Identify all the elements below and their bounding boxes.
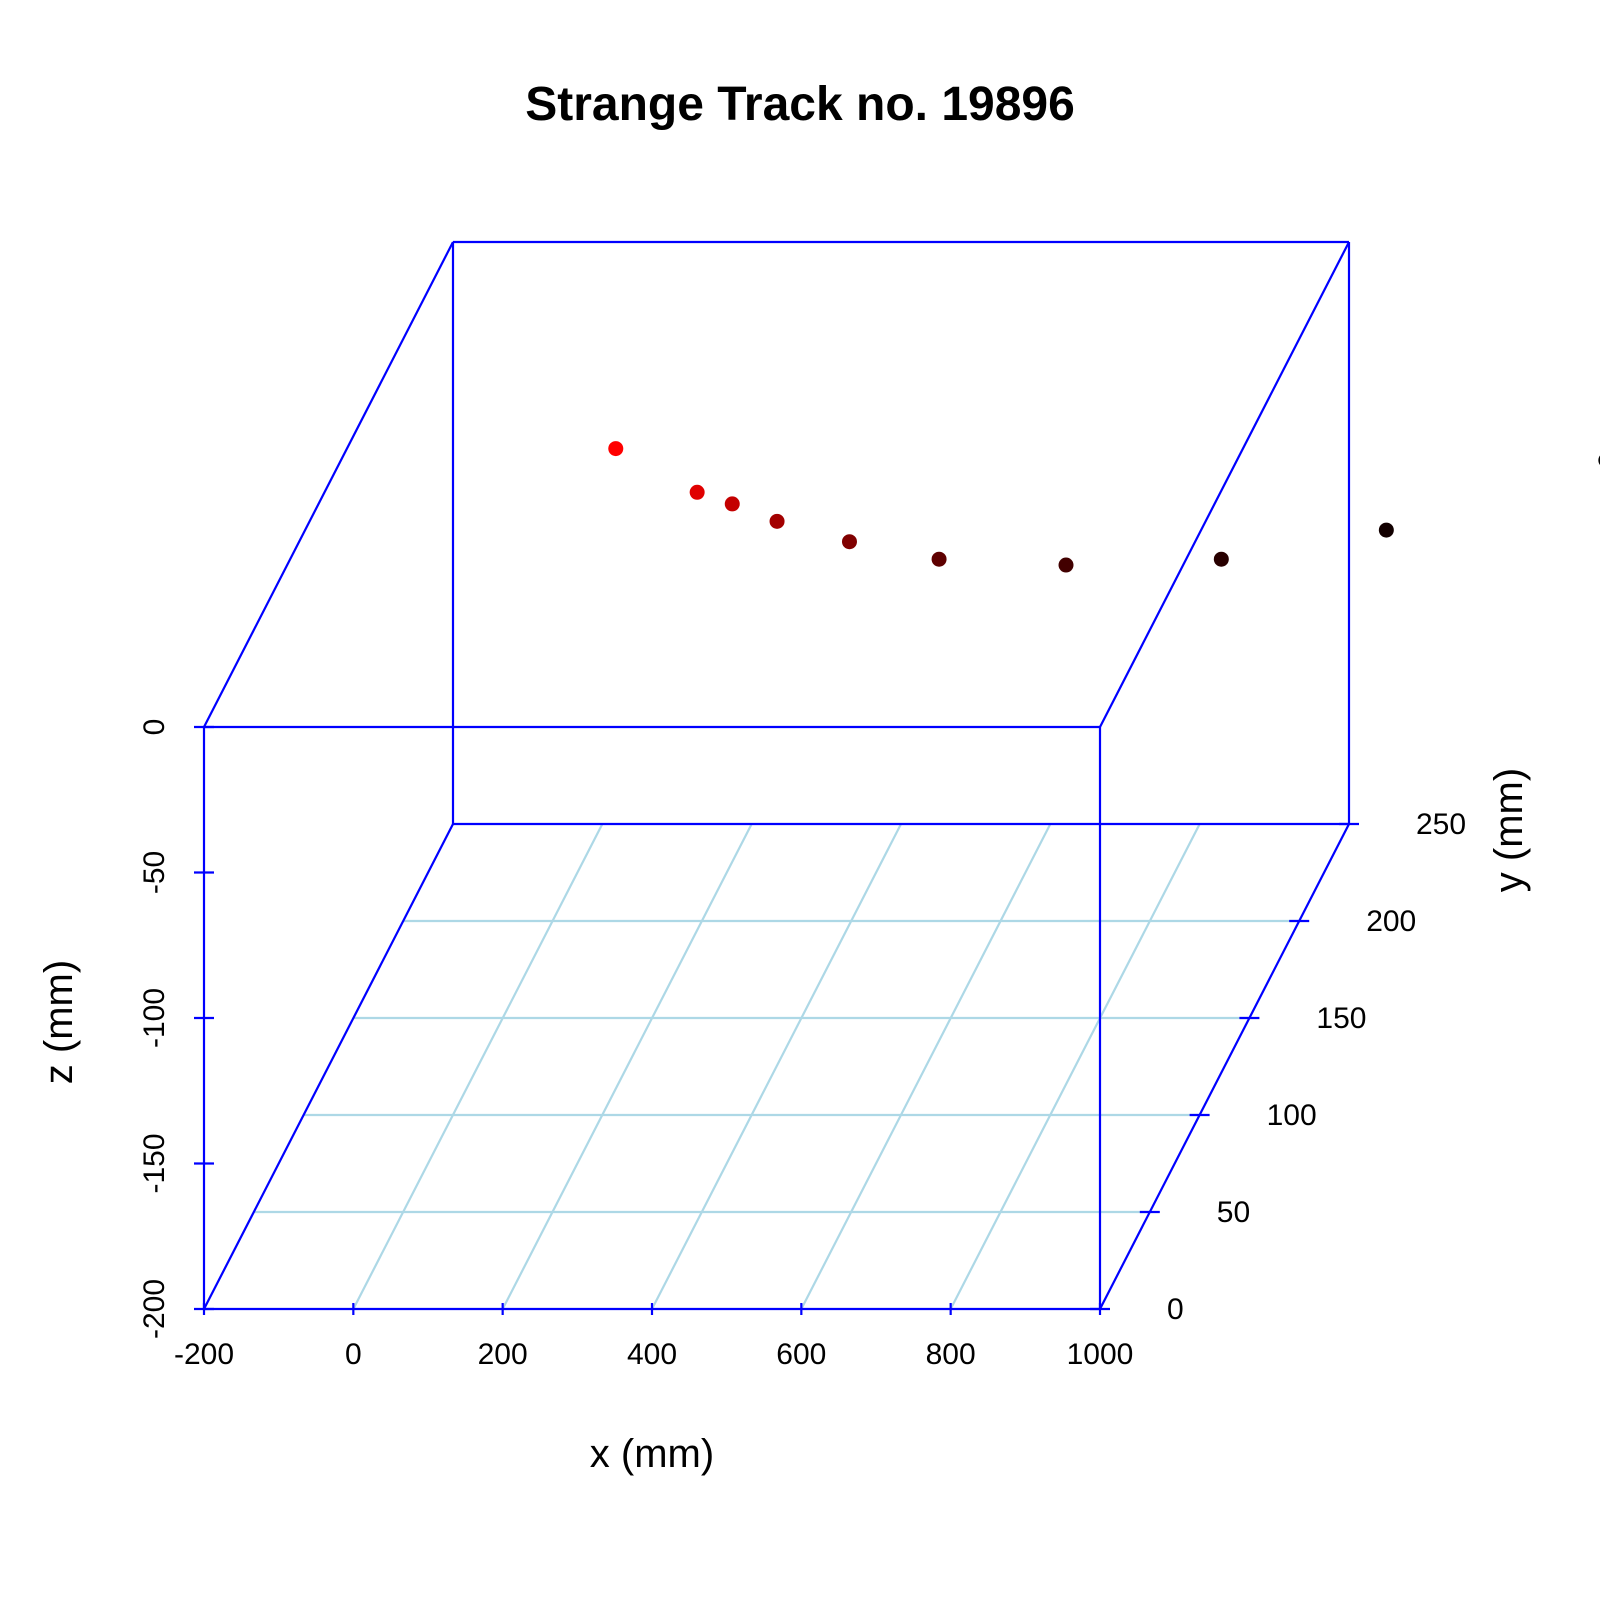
chart-title: Strange Track no. 19896 xyxy=(525,78,1075,131)
box-edge xyxy=(203,241,454,728)
z-axis-label: z (mm) xyxy=(37,960,81,1084)
z-tick-label: -100 xyxy=(138,988,171,1048)
x-tick-label: 200 xyxy=(478,1338,528,1371)
z-tick-label: -50 xyxy=(138,851,171,894)
data-point xyxy=(769,513,785,529)
data-point xyxy=(1058,557,1074,573)
grid-line-x xyxy=(651,823,902,1310)
y-tick-label: 150 xyxy=(1316,1002,1366,1035)
floor-grid xyxy=(253,823,1300,1310)
bounding-box xyxy=(202,240,1351,1311)
data-point xyxy=(724,496,740,512)
y-axis-label: y (mm) xyxy=(1487,768,1531,892)
y-tick-label: 250 xyxy=(1416,808,1466,841)
x-tick-label: 800 xyxy=(926,1338,976,1371)
x-tick-label: 400 xyxy=(627,1338,677,1371)
box-edge xyxy=(1099,823,1350,1310)
y-tick-label: 50 xyxy=(1217,1196,1250,1229)
y-tick-label: 100 xyxy=(1267,1099,1317,1132)
z-tick-label: -200 xyxy=(138,1279,171,1339)
grid-line-x xyxy=(501,823,753,1310)
y-tick-label: 0 xyxy=(1167,1293,1184,1326)
data-point xyxy=(1378,522,1394,538)
data-point xyxy=(1213,551,1229,567)
x-tick-label: -200 xyxy=(174,1338,234,1371)
x-tick-label: 1000 xyxy=(1067,1338,1134,1371)
box-edge xyxy=(1099,241,1350,728)
x-tick-label: 600 xyxy=(776,1338,826,1371)
data-point xyxy=(931,551,947,567)
track-points xyxy=(608,441,1600,573)
z-tick-label: 0 xyxy=(138,719,171,736)
grid-line-x xyxy=(800,823,1052,1310)
x-axis-label: x (mm) xyxy=(590,1432,714,1476)
axis-ticks: -200 0 200 400 600 800 1000 -200 -150 -100 -50 0 0 50… xyxy=(138,719,1466,1371)
y-tick-label: 200 xyxy=(1366,905,1416,938)
x-tick-label: 0 xyxy=(345,1338,362,1371)
grid-line-x xyxy=(949,823,1201,1310)
box-edge xyxy=(203,823,454,1310)
data-point xyxy=(689,484,705,500)
data-point xyxy=(608,441,624,457)
grid-line-x xyxy=(352,823,604,1310)
z-tick-label: -150 xyxy=(138,1133,171,1193)
data-point xyxy=(841,534,857,550)
